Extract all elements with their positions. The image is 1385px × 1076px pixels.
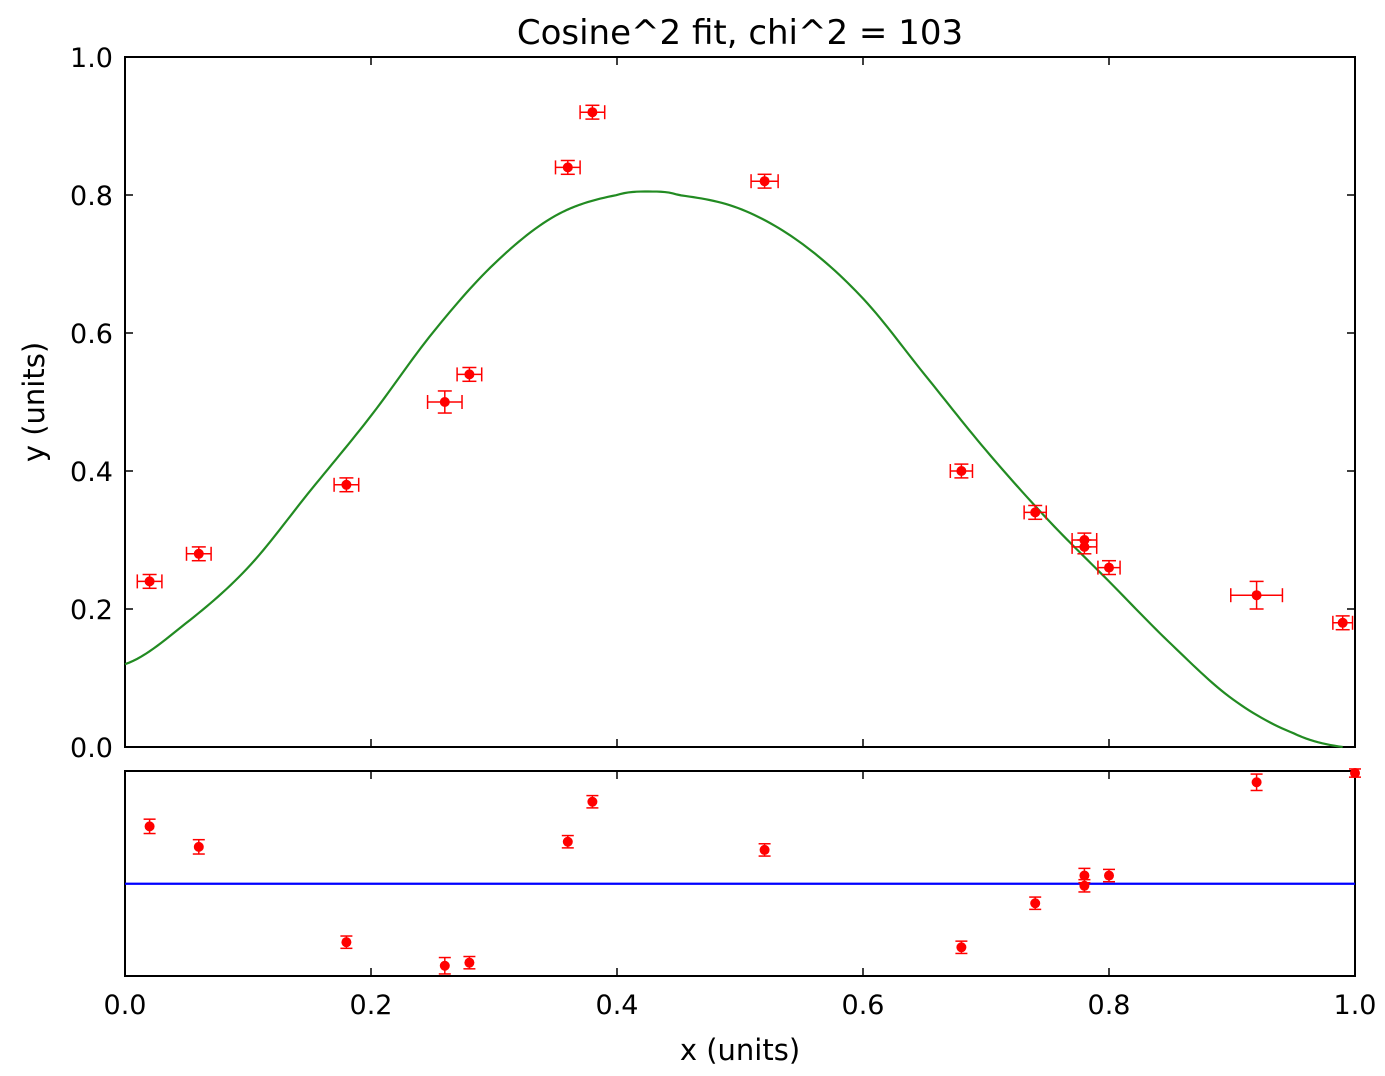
residual-point [1349,768,1361,779]
data-marker [759,176,770,187]
residual-point [955,940,968,955]
residual-marker [1350,768,1360,779]
data-point [1332,615,1354,631]
data-marker [1104,562,1114,573]
residual-marker [587,796,598,807]
data-marker [1079,535,1090,545]
y-tick-label: 1.0 [70,43,113,74]
residual-marker [193,841,204,852]
residual-point [463,955,476,970]
data-marker [439,397,450,407]
residual-marker [341,937,352,948]
residual-point [1250,773,1263,792]
x-tick-label: 0.0 [104,990,147,1021]
residual-point [438,956,451,975]
data-marker [193,548,204,559]
residual-marker [1079,870,1090,881]
data-marker [464,369,475,380]
residual-point [758,843,771,857]
data-point [426,390,463,414]
data-point [456,366,483,383]
x-tick-label: 0.6 [842,990,885,1021]
data-marker [1030,507,1041,518]
x-tick-label: 1.0 [1334,990,1377,1021]
data-point [136,573,163,590]
residual-marker [562,836,573,847]
residual-marker [1251,777,1262,788]
data-marker [956,466,967,476]
x-axis-label: x (units) [680,1033,800,1067]
residual-plot-area: 0.0 0.2 0.4 0.6 0.8 1.0 [104,768,1377,1021]
data-point [1230,580,1284,610]
data-marker [144,576,155,587]
data-marker [341,479,352,490]
residual-marker [439,960,450,971]
data-point [1097,559,1121,576]
y-axis-label: y (units) [17,342,51,462]
y-tick-label: 0.2 [70,595,113,626]
residual-marker [464,957,475,968]
data-point [333,477,360,493]
data-marker [1251,590,1262,601]
residual-point [143,818,156,835]
main-plot-frame [124,56,1356,748]
residual-marker [956,942,967,953]
residual-marker [144,821,155,832]
main-plot-area: 0.0 0.2 0.4 0.6 0.8 1.0 [70,43,1356,764]
y-tick-label: 0.4 [70,457,113,488]
y-tick-label: 0.0 [70,733,113,764]
residual-marker [1030,898,1041,909]
x-tick-label: 0.4 [596,990,639,1021]
x-tick-label: 0.8 [1088,990,1131,1021]
residual-point [1029,896,1042,911]
data-marker [562,162,573,173]
residual-plot-frame [124,770,1356,977]
data-point [1023,504,1048,521]
residual-point [586,794,599,809]
residual-marker [759,844,770,855]
data-point [750,173,779,189]
data-point [185,546,212,562]
residual-point [1103,868,1115,883]
data-marker [587,107,598,118]
data-point [579,104,606,120]
residual-point [1078,867,1091,884]
residual-point [192,838,205,855]
y-tick-label: 0.8 [70,181,113,212]
residual-point [340,935,353,950]
data-point [1071,532,1098,548]
y-tick-label: 0.6 [70,319,113,350]
x-tick-label: 0.2 [350,990,393,1021]
data-point [554,159,581,176]
data-point [949,463,974,479]
fit-curve [124,190,1343,749]
residual-marker [1104,870,1114,881]
data-marker [1337,617,1348,628]
chart-title: Cosine^2 fit, chi^2 = 103 [517,13,963,53]
residual-point [561,834,574,849]
